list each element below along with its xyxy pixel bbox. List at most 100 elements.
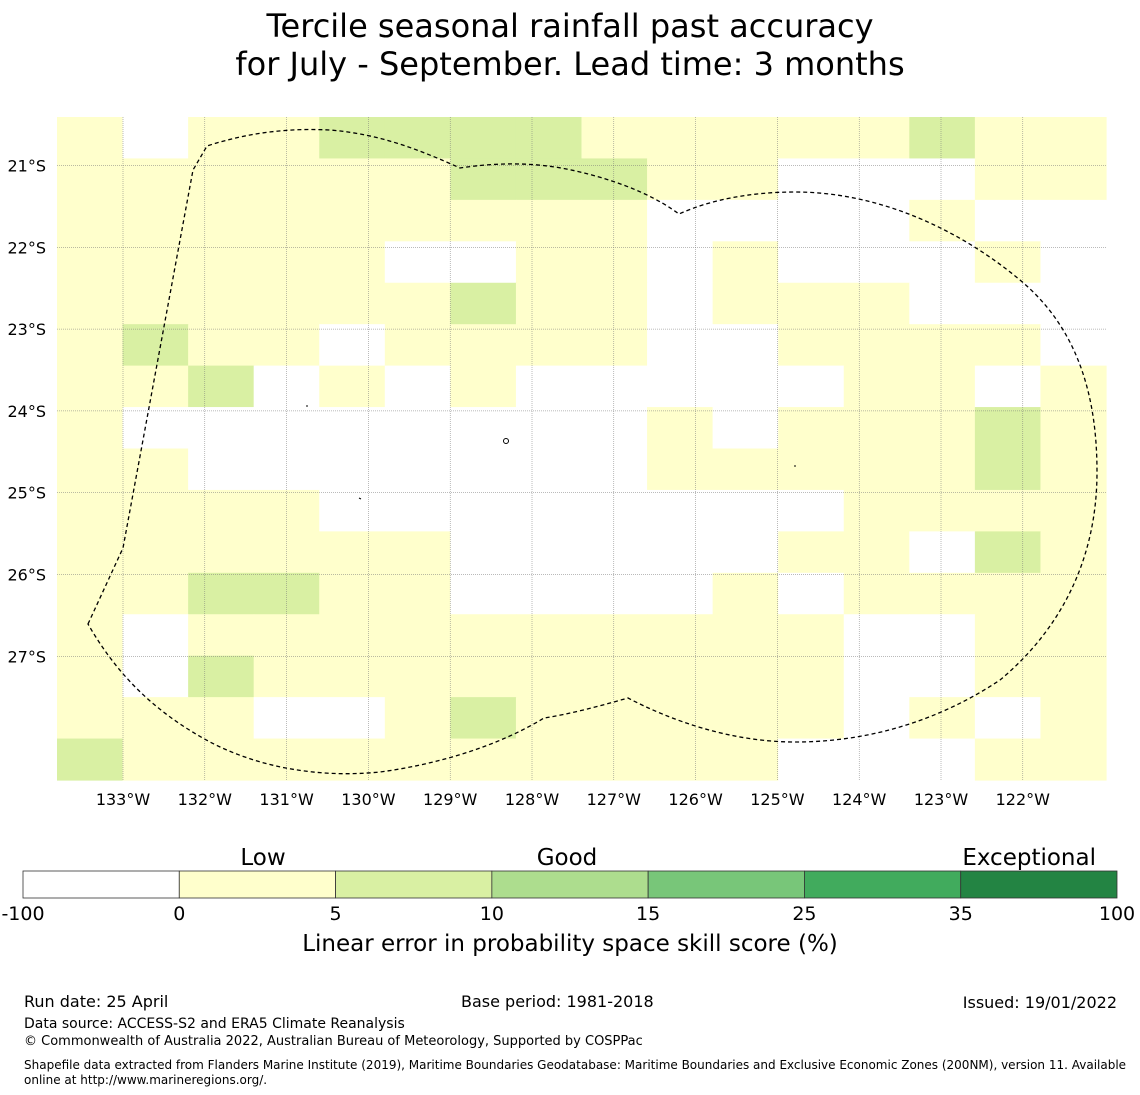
latitude-labels: 21°S 22°S 23°S 24°S 25°S 26°S 27°S	[7, 157, 46, 667]
skill-cell	[843, 489, 910, 532]
skill-cell	[122, 199, 189, 242]
skill-cell	[384, 324, 451, 367]
skill-cell	[909, 489, 976, 532]
skill-cell	[581, 324, 648, 367]
skill-cell	[319, 697, 386, 740]
skill-cell	[515, 448, 583, 491]
skill-cell	[384, 117, 451, 160]
skill-cell	[974, 572, 1042, 615]
skill-cell	[581, 282, 648, 325]
skill-cell	[712, 738, 779, 781]
skill-cell	[647, 158, 714, 201]
colorbar-category-label: Good	[537, 845, 598, 871]
skill-cell	[319, 572, 386, 615]
skill-cell	[253, 407, 320, 450]
skill-cell	[384, 407, 451, 450]
skill-cell	[122, 489, 189, 532]
skill-cell	[647, 614, 714, 657]
skill-cell	[647, 531, 714, 574]
colorbar-box	[22, 870, 180, 899]
skill-cell	[909, 324, 976, 367]
skill-cell	[450, 572, 517, 615]
skill-cell	[647, 738, 714, 781]
skill-cell	[909, 614, 976, 657]
skill-cell	[57, 324, 124, 367]
skill-cell	[1040, 572, 1107, 615]
skill-cell	[909, 365, 976, 408]
skill-cell	[712, 158, 779, 201]
skill-cell	[712, 117, 779, 160]
skill-cell	[122, 531, 189, 574]
skill-cell	[1040, 158, 1107, 201]
skill-cell	[647, 697, 714, 740]
skill-cell	[450, 655, 517, 698]
skill-cell	[647, 489, 714, 532]
skill-cell	[122, 324, 189, 367]
skill-cell	[843, 241, 910, 284]
skill-cell	[515, 614, 583, 657]
skill-cell	[450, 697, 517, 740]
skill-cell	[384, 448, 451, 491]
skill-cell	[319, 531, 386, 574]
skill-cell	[319, 117, 386, 160]
skill-cell	[974, 365, 1042, 408]
skill-cell	[712, 324, 779, 367]
skill-cell	[581, 655, 648, 698]
latitude-label: 23°S	[7, 320, 46, 339]
skill-cell	[843, 614, 910, 657]
skill-cell	[319, 738, 386, 781]
skill-cell	[581, 241, 648, 284]
skill-cell	[57, 614, 124, 657]
skill-cell	[647, 365, 714, 408]
latitude-label: 27°S	[7, 647, 46, 666]
skill-cell	[1040, 324, 1107, 367]
skill-cell	[515, 407, 583, 450]
skill-cell	[122, 697, 189, 740]
skill-cell	[778, 324, 845, 367]
latitude-label: 21°S	[7, 157, 46, 176]
skill-cell	[843, 655, 910, 698]
skill-cell	[57, 697, 124, 740]
skill-cell	[581, 697, 648, 740]
skill-cell	[57, 282, 124, 325]
skill-cell	[188, 531, 255, 574]
skill-cell	[843, 448, 910, 491]
skill-cell	[515, 117, 583, 160]
skill-cell	[253, 697, 320, 740]
skill-cell	[253, 489, 320, 532]
skill-cells	[57, 117, 1107, 781]
skill-cell	[57, 365, 124, 408]
skill-cell	[319, 158, 386, 201]
skill-cell	[1040, 448, 1107, 491]
skill-cell	[319, 324, 386, 367]
skill-cell	[188, 324, 255, 367]
skill-cell	[188, 655, 255, 698]
skill-cell	[909, 158, 976, 201]
skill-cell	[843, 531, 910, 574]
skill-cell	[319, 241, 386, 284]
skill-cell	[712, 489, 779, 532]
skill-cell	[712, 241, 779, 284]
skill-cell	[319, 489, 386, 532]
title-line-1: Tercile seasonal rainfall past accuracy	[266, 7, 874, 45]
skill-cell	[712, 282, 779, 325]
skill-cell	[319, 655, 386, 698]
skill-cell	[974, 655, 1042, 698]
longitude-label: 130°W	[341, 790, 396, 809]
skill-cell	[450, 614, 517, 657]
skill-cell	[778, 572, 845, 615]
skill-cell	[57, 158, 124, 201]
title-line-2: for July - September. Lead time: 3 month…	[235, 45, 905, 83]
skill-cell	[57, 407, 124, 450]
skill-cell	[450, 738, 517, 781]
skill-cell	[974, 199, 1042, 242]
skill-cell	[253, 531, 320, 574]
skill-cell	[581, 199, 648, 242]
skill-cell	[581, 531, 648, 574]
skill-cell	[122, 158, 189, 201]
skill-cell	[1040, 282, 1107, 325]
colorbar: Low Good Exceptional -100 0 5 10 15 25 35 100	[1, 845, 1135, 925]
skill-cell	[712, 531, 779, 574]
skill-cell	[974, 158, 1042, 201]
skill-cell	[909, 282, 976, 325]
